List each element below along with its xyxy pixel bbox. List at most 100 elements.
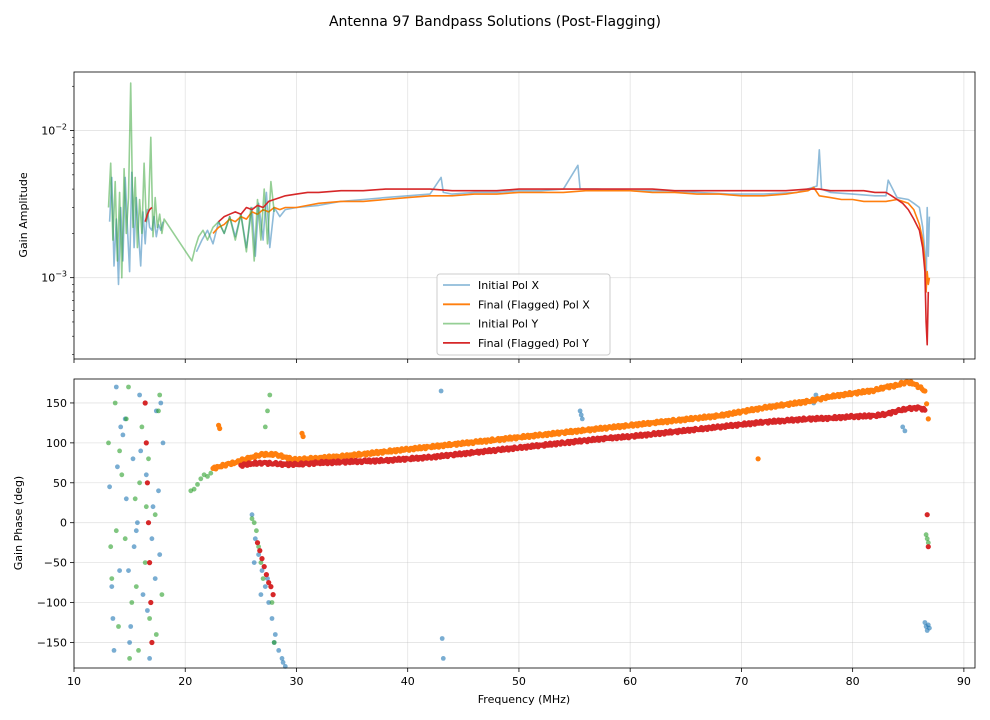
phase-point — [259, 556, 265, 562]
phase-x-ticks: 10 20 30 40 50 60 70 80 90 — [67, 668, 971, 688]
phase-point — [137, 392, 143, 398]
phase-point — [119, 472, 125, 478]
phase-point — [143, 440, 149, 446]
phase-point — [263, 572, 269, 578]
phase-point — [152, 512, 158, 518]
phase-point — [150, 504, 156, 510]
phase-point — [156, 488, 161, 494]
figure-title: Antenna 97 Bandpass Solutions (Post-Flag… — [329, 14, 661, 30]
phase-point — [144, 480, 150, 486]
phase-axes-frame — [73, 378, 976, 669]
phase-point — [107, 484, 112, 490]
phase-y-ticks: −150 −100 −50 0 50 100 150 — [37, 397, 74, 649]
phase-point — [138, 448, 144, 454]
phase-point — [156, 408, 161, 414]
phase-point — [127, 656, 132, 661]
phase-point — [269, 616, 275, 621]
phase-y-tick-label: 50 — [53, 477, 67, 490]
phase-point — [106, 440, 111, 446]
phase-point — [122, 536, 128, 542]
phase-point — [259, 568, 265, 573]
amplitude-axes-frame — [73, 71, 976, 360]
phase-x-tick-label: 50 — [512, 675, 526, 688]
phase-point — [135, 520, 140, 526]
phase-point — [123, 496, 129, 502]
phase-point — [279, 656, 285, 661]
phase-series — [106, 379, 932, 669]
phase-point — [272, 632, 278, 637]
phase-point — [118, 424, 124, 430]
phase-point — [143, 504, 149, 510]
phase-point — [157, 552, 163, 557]
phase-point — [130, 456, 136, 462]
phase-point — [439, 636, 445, 641]
phase-points-initial-pol-y — [106, 384, 931, 661]
phase-point — [282, 664, 288, 669]
phase-x-tick-label: 80 — [846, 675, 860, 688]
x-axis-label: Frequency (MHz) — [478, 693, 570, 706]
phase-point — [147, 656, 153, 661]
phase-point — [153, 632, 159, 637]
phase-x-tick-label: 30 — [289, 675, 303, 688]
phase-point — [925, 544, 931, 550]
phase-point — [261, 564, 267, 570]
phase-point — [922, 620, 928, 625]
phase-point — [126, 568, 131, 573]
amplitude-x-ticks — [73, 359, 965, 363]
phase-y-tick-label: −150 — [37, 636, 67, 649]
phase-point — [256, 552, 261, 557]
phase-point — [157, 392, 163, 398]
phase-outlier-point — [300, 433, 306, 440]
phase-point — [109, 576, 115, 581]
phase-point — [117, 448, 122, 454]
phase-point — [924, 401, 930, 407]
phase-point — [191, 486, 197, 492]
legend-label: Initial Pol X — [478, 279, 539, 292]
legend-label: Initial Pol Y — [478, 318, 538, 331]
phase-point — [267, 392, 273, 398]
phase-point — [115, 464, 120, 470]
phase-point — [149, 536, 155, 542]
phase-point — [268, 584, 274, 590]
phase-point — [266, 580, 272, 586]
phase-point — [123, 416, 129, 422]
phase-point — [117, 568, 122, 573]
phase-point — [146, 456, 151, 462]
phase-point — [923, 532, 929, 538]
phase-point — [440, 656, 446, 661]
phase-point — [208, 470, 214, 476]
phase-x-tick-label: 10 — [67, 675, 81, 688]
phase-point — [109, 584, 115, 589]
phase-points-initial-pol-x — [107, 384, 932, 669]
phase-point — [924, 536, 930, 542]
phase-point — [254, 528, 259, 534]
phase-point — [922, 407, 928, 413]
phase-y-label: Gain Phase (deg) — [12, 476, 25, 570]
legend-label: Final (Flagged) Pol X — [478, 298, 590, 311]
phase-points-final-flagged-pol-y — [142, 400, 931, 646]
phase-y-tick-label: 0 — [60, 517, 67, 530]
phase-point — [152, 576, 158, 581]
legend-label: Final (Flagged) Pol Y — [478, 337, 589, 350]
phase-point — [198, 476, 204, 482]
phase-point — [258, 592, 264, 597]
phase-point — [116, 624, 121, 629]
phase-point — [270, 592, 276, 598]
phase-point — [205, 474, 210, 479]
phase-point — [145, 520, 152, 526]
phase-point — [111, 648, 117, 653]
phase-x-tick-label: 40 — [401, 675, 415, 688]
phase-point — [249, 516, 255, 522]
amplitude-y-tick-label: 10−3 — [41, 270, 67, 285]
phase-point — [271, 640, 277, 645]
phase-point — [142, 400, 148, 406]
phase-outlier-point — [217, 425, 223, 432]
phase-y-tick-label: 100 — [46, 437, 67, 450]
phase-point — [265, 576, 270, 581]
phase-point — [252, 536, 258, 542]
phase-x-tick-label: 60 — [623, 675, 637, 688]
phase-point — [269, 600, 275, 605]
phase-point — [922, 388, 928, 394]
amplitude-line-final-flagged-pol-y — [144, 188, 930, 346]
